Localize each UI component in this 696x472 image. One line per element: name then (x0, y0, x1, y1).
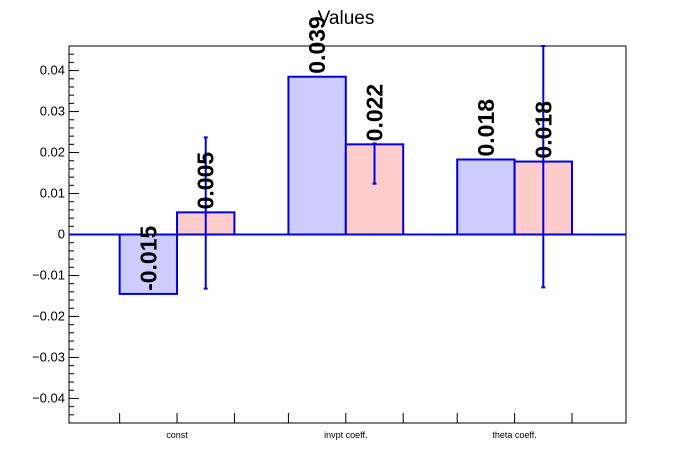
y-tick-label: −0.01 (32, 267, 65, 282)
bar (456, 158, 516, 236)
data-labels: -0.015 0.039 0.018 0.005 0.022 0.018 (135, 16, 556, 291)
data-label: -0.015 (135, 225, 161, 290)
y-tick-label: 0 (58, 227, 65, 242)
y-tick-label: −0.04 (32, 390, 65, 405)
x-axis: const invpt coeff. theta coeff. (119, 413, 573, 440)
y-axis: −0.04 −0.03 −0.02 −0.01 0 0.01 0.02 0.03 0.04 (32, 45, 79, 424)
error-bars (203, 45, 546, 290)
data-label: 0.018 (530, 101, 556, 159)
y-tick-label: 0.01 (40, 186, 65, 201)
x-category-label: const (166, 430, 188, 440)
y-tick-label: 0.02 (40, 145, 65, 160)
x-category-label: invpt coeff. (324, 430, 367, 440)
x-category-label: theta coeff. (492, 430, 536, 440)
data-label: 0.039 (304, 16, 330, 74)
data-label: 0.022 (362, 84, 388, 142)
bar (287, 75, 347, 236)
bar (118, 233, 179, 295)
y-tick-label: 0.04 (40, 63, 65, 78)
y-tick-label: −0.02 (32, 308, 65, 323)
data-label: 0.005 (193, 152, 219, 210)
data-label: 0.018 (473, 99, 499, 157)
y-tick-label: −0.03 (32, 349, 65, 364)
y-tick-label: 0.03 (40, 104, 65, 119)
chart-title: Values (318, 8, 375, 29)
